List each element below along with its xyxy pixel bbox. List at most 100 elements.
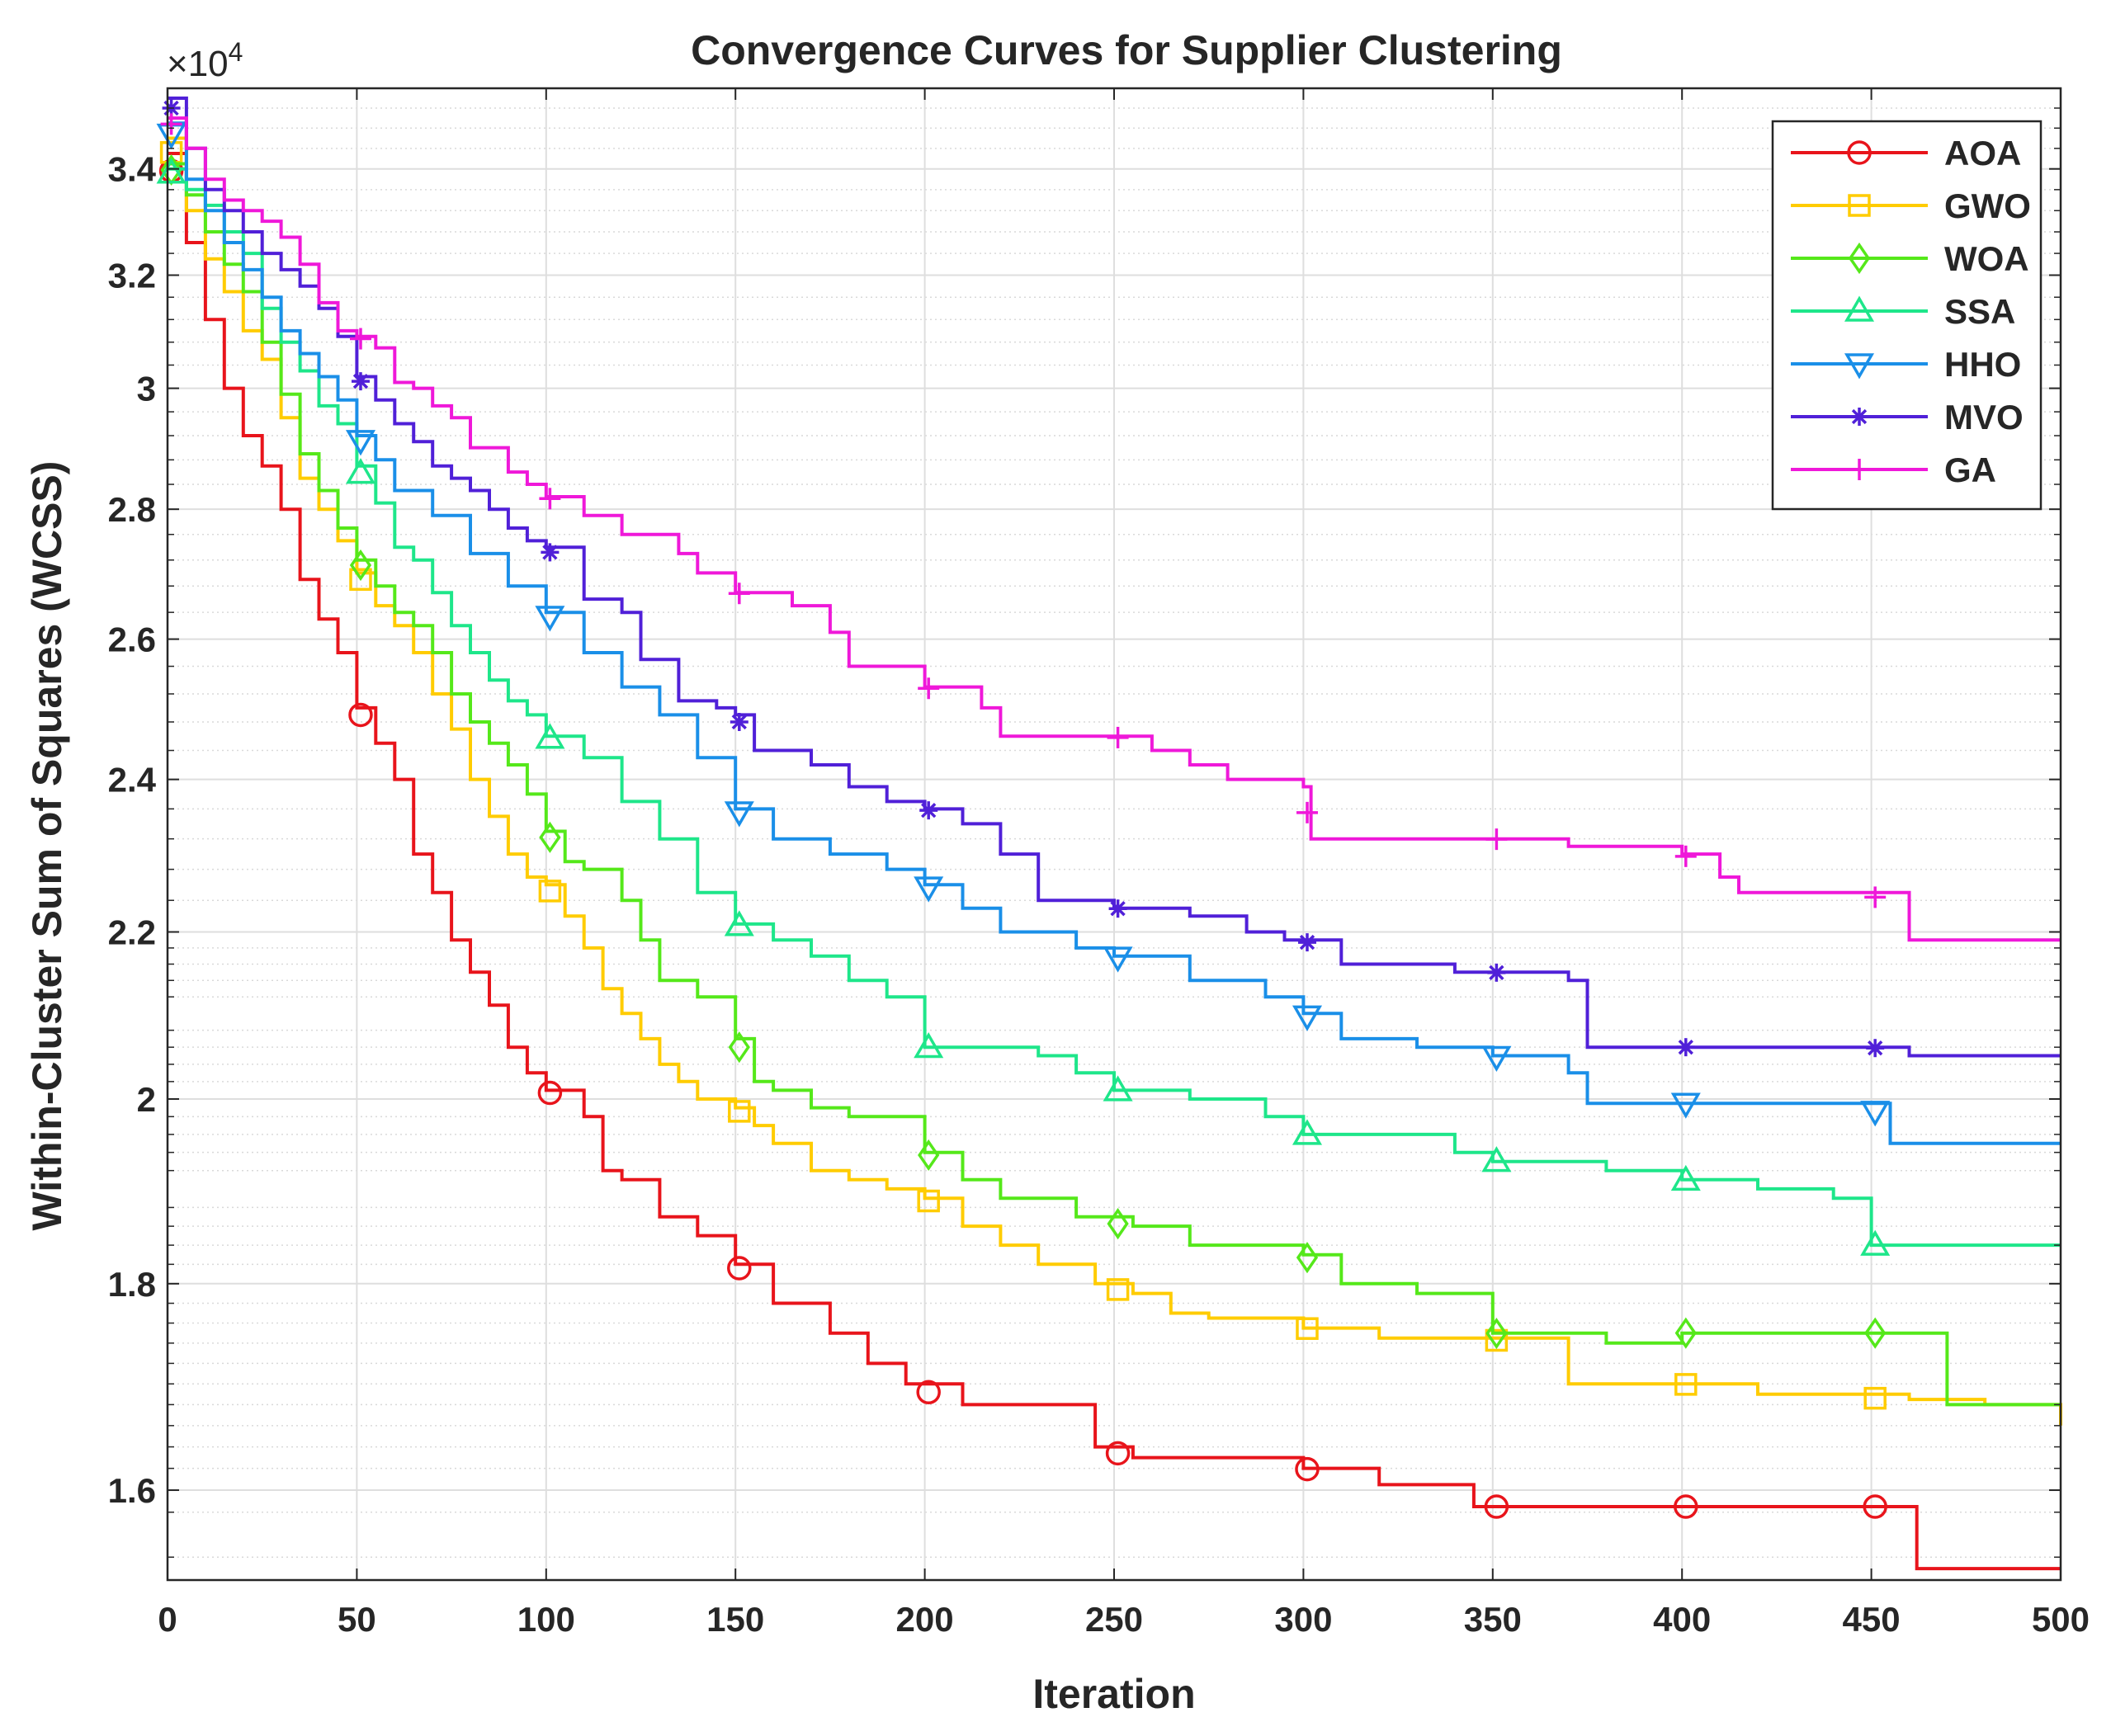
data-point-hho xyxy=(1103,946,1133,973)
data-point-hho xyxy=(914,876,944,903)
data-point-mvo xyxy=(351,372,370,391)
series-group xyxy=(156,97,2062,1571)
data-point-woa xyxy=(1107,1208,1129,1240)
data-point-mvo xyxy=(1487,963,1506,982)
asterisk-stroke xyxy=(731,714,747,730)
data-point-gwo xyxy=(917,1189,940,1213)
legend-item-woa: WOA xyxy=(1791,239,2029,278)
data-point-hho xyxy=(1860,1101,1891,1127)
data-point-hho xyxy=(1481,1045,1512,1073)
data-point-mvo xyxy=(730,712,749,731)
data-point-mvo xyxy=(919,801,938,820)
series-line-gwo xyxy=(168,136,2062,1426)
series-ga xyxy=(160,113,2061,942)
data-point-ssa xyxy=(1481,1146,1512,1172)
data-point-ssa xyxy=(535,723,565,749)
data-point-aoa xyxy=(916,1380,941,1405)
y-tick-label: 3 xyxy=(137,370,156,408)
legend-marker-woa xyxy=(1848,242,1871,275)
series-line-hho xyxy=(168,121,2061,1145)
data-point-ssa xyxy=(156,158,187,184)
y-tick-label: 2.8 xyxy=(108,490,156,529)
data-point-aoa xyxy=(1484,1494,1509,1519)
y-axis-exponent-label: ×104 xyxy=(167,37,243,84)
data-point-hho xyxy=(1670,1092,1701,1119)
data-point-gwo xyxy=(1674,1373,1698,1396)
legend-label-ga: GA xyxy=(1944,451,1996,489)
data-point-ssa xyxy=(345,458,376,484)
data-point-aoa xyxy=(348,702,373,728)
legend-box xyxy=(1771,120,2043,511)
data-point-ssa xyxy=(1670,1164,1701,1191)
asterisk-stroke xyxy=(1851,408,1868,425)
data-point-ssa xyxy=(724,910,754,936)
series-gwo xyxy=(159,136,2062,1426)
data-point-woa xyxy=(349,549,372,582)
data-point-ga xyxy=(160,113,182,135)
asterisk-stroke xyxy=(1299,934,1315,951)
data-point-ga xyxy=(1107,726,1129,748)
x-tick-label: 500 xyxy=(2032,1600,2090,1639)
data-point-ga xyxy=(1485,828,1508,851)
data-point-aoa xyxy=(1295,1456,1320,1482)
legend-marker-ga xyxy=(1849,459,1870,480)
x-axis-label: Iteration xyxy=(1032,1671,1195,1717)
data-point-gwo xyxy=(1296,1317,1319,1340)
data-point-woa xyxy=(1485,1317,1508,1350)
data-point-gwo xyxy=(1863,1386,1887,1410)
asterisk-stroke xyxy=(542,545,558,560)
x-tick-label: 150 xyxy=(706,1600,764,1639)
x-tick-label: 100 xyxy=(517,1600,575,1639)
y-tick-label: 3.2 xyxy=(108,256,156,295)
legend-label-woa: WOA xyxy=(1944,239,2029,278)
legend-marker-aoa xyxy=(1847,140,1872,165)
legend-label-hho: HHO xyxy=(1944,345,2021,384)
data-point-aoa xyxy=(727,1256,752,1281)
x-tick-label: 350 xyxy=(1464,1600,1522,1639)
data-point-woa xyxy=(1864,1317,1887,1349)
legend-label-ssa: SSA xyxy=(1944,292,2015,331)
data-point-gwo xyxy=(1106,1278,1130,1301)
legend-label-mvo: MVO xyxy=(1944,398,2024,436)
y-tick-label: 2.4 xyxy=(108,761,157,800)
y-tick-label: 2 xyxy=(137,1080,156,1119)
series-hho xyxy=(156,121,2061,1145)
data-point-ssa xyxy=(1292,1119,1323,1145)
x-tick-label: 0 xyxy=(158,1600,177,1639)
chart-title: Convergence Curves for Supplier Clusteri… xyxy=(691,27,1562,73)
data-point-aoa xyxy=(1674,1494,1698,1519)
x-tick-label: 450 xyxy=(1843,1600,1901,1639)
data-point-woa xyxy=(918,1139,940,1172)
x-tick-label: 200 xyxy=(896,1600,954,1639)
series-ssa xyxy=(156,158,2061,1256)
x-tick-label: 250 xyxy=(1085,1600,1143,1639)
data-point-ga xyxy=(1296,801,1318,823)
data-point-gwo xyxy=(1485,1328,1509,1352)
y-tick-label: 2.6 xyxy=(108,620,156,659)
data-point-ga xyxy=(539,488,561,510)
data-point-ga xyxy=(728,583,750,605)
asterisk-stroke xyxy=(1678,1040,1693,1055)
data-point-aoa xyxy=(1863,1494,1887,1519)
y-tick-label: 1.8 xyxy=(108,1265,156,1304)
legend-item-aoa: AOA xyxy=(1791,134,2021,172)
y-axis-exponent-power: 4 xyxy=(229,37,243,67)
legend-marker-mvo xyxy=(1850,408,1868,426)
data-point-aoa xyxy=(537,1080,563,1106)
axes: 0 50 100 150 200 250 300 350 400 450 500 1.6 1.8 2 2.2… xyxy=(108,87,2090,1639)
series-line-ga xyxy=(168,116,2061,942)
data-point-woa xyxy=(539,821,561,853)
y-tick-label: 3.4 xyxy=(108,150,157,189)
y-tick-label: 1.6 xyxy=(108,1471,156,1510)
data-point-ssa xyxy=(1860,1229,1891,1256)
data-point-hho xyxy=(1292,1005,1323,1031)
data-point-mvo xyxy=(1866,1039,1885,1058)
asterisk-stroke xyxy=(1489,965,1504,980)
data-point-hho xyxy=(535,606,565,632)
legend-item-gwo: GWO xyxy=(1791,186,2031,225)
data-point-woa xyxy=(728,1031,750,1064)
data-point-ga xyxy=(918,677,940,700)
data-point-ssa xyxy=(1103,1075,1133,1102)
legend-marker-hho xyxy=(1844,353,1875,380)
data-point-ga xyxy=(1674,845,1697,867)
